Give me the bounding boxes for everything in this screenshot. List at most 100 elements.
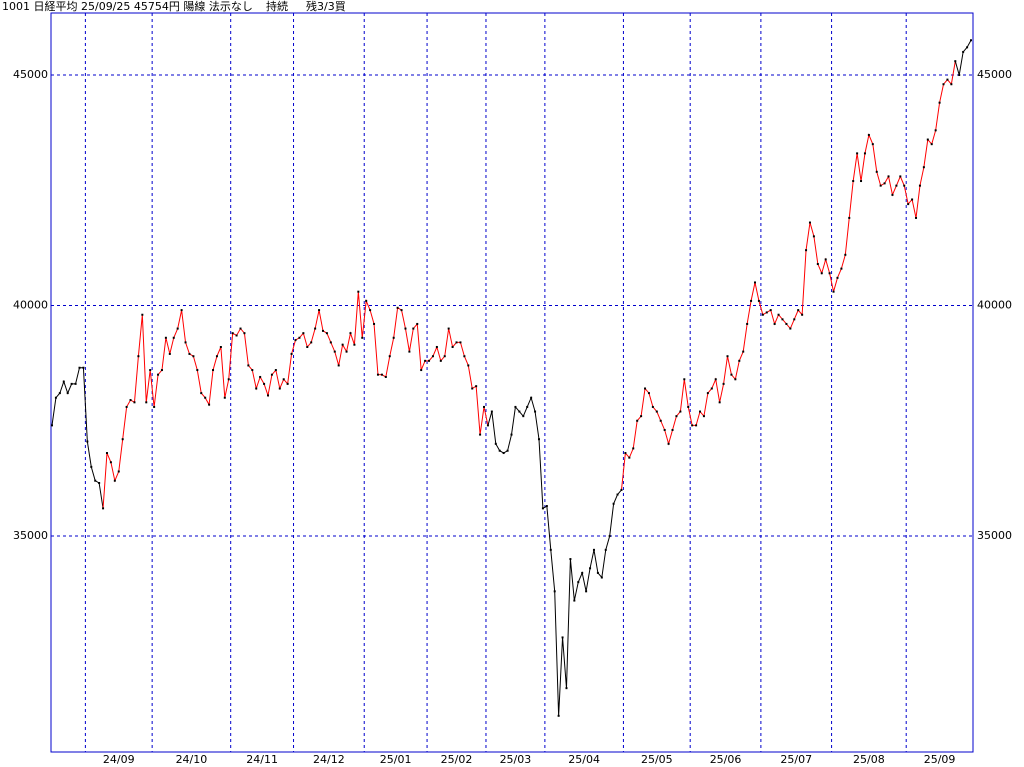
price-point [942, 83, 945, 86]
price-point [62, 380, 65, 383]
y-tick-label-right: 40000 [977, 299, 1012, 312]
price-point [349, 332, 352, 335]
price-point [793, 318, 796, 321]
x-tick-label: 24/09 [103, 753, 135, 766]
price-point [479, 433, 482, 436]
price-point [54, 396, 57, 399]
price-point [812, 235, 815, 238]
price-point [915, 216, 918, 219]
price-point [66, 392, 69, 395]
price-point [852, 180, 855, 183]
price-point [94, 479, 97, 482]
status: 持続 [266, 0, 288, 13]
price-point [879, 184, 882, 187]
price-point [125, 405, 128, 408]
price-point [263, 382, 266, 385]
price-point [644, 387, 647, 390]
price-point [522, 415, 525, 418]
price-point [180, 309, 183, 312]
price-point [820, 272, 823, 275]
price-point [357, 290, 360, 293]
price-point [612, 502, 615, 505]
price-point [274, 369, 277, 372]
price-point [376, 373, 379, 376]
price-point [361, 336, 364, 339]
price-point [439, 359, 442, 362]
price-point [333, 350, 336, 353]
price-point [938, 101, 941, 104]
price-point [534, 410, 537, 413]
price-point [208, 403, 211, 406]
price-point [471, 387, 474, 390]
price-point [109, 461, 112, 464]
price-point [318, 309, 321, 312]
plot-frame [50, 12, 974, 753]
price-point [789, 327, 792, 330]
price-point [428, 359, 431, 362]
price-point [624, 452, 627, 455]
x-tick-label: 25/03 [500, 753, 532, 766]
x-tick-label: 25/01 [380, 753, 412, 766]
price-point [753, 281, 756, 284]
price-point [722, 382, 725, 385]
price-point [270, 373, 273, 376]
price-point [157, 373, 160, 376]
price-point [553, 590, 556, 593]
price-point [895, 184, 898, 187]
price-point [145, 401, 148, 404]
price-point [494, 442, 497, 445]
price-point [596, 571, 599, 574]
price-point [671, 428, 674, 431]
price-point [726, 355, 729, 358]
price-point [82, 366, 85, 369]
price-point [950, 83, 953, 86]
price-point [573, 599, 576, 602]
price-point [777, 313, 780, 316]
price-point [773, 322, 776, 325]
price-point [714, 378, 717, 381]
price-point [769, 309, 772, 312]
price-point [918, 184, 921, 187]
price-point [463, 355, 466, 358]
price-point [608, 535, 611, 538]
price-point [455, 341, 458, 344]
price-point [863, 152, 866, 155]
price-point [227, 378, 230, 381]
price-point [530, 396, 533, 399]
price-point [286, 382, 289, 385]
price-point [467, 364, 470, 367]
price-point [871, 143, 874, 146]
price-point [785, 322, 788, 325]
price-point [797, 309, 800, 312]
price-point [604, 548, 607, 551]
price-point [565, 687, 568, 690]
price-point [907, 203, 910, 206]
price-point [267, 394, 270, 397]
price-point [636, 419, 639, 422]
price-point [310, 341, 313, 344]
price-point [298, 336, 301, 339]
price-point [710, 387, 713, 390]
price-point [282, 378, 285, 381]
price-point [746, 322, 749, 325]
price-point [549, 548, 552, 551]
price-point [738, 359, 741, 362]
price-point [883, 182, 886, 185]
price-point [832, 290, 835, 293]
price-point [447, 327, 450, 330]
price-point [117, 470, 120, 473]
price-point [860, 180, 863, 183]
price-point [184, 341, 187, 344]
price-point [765, 311, 768, 314]
price-point [640, 415, 643, 418]
price-point [667, 442, 670, 445]
price-point [408, 350, 411, 353]
price-point [620, 488, 623, 491]
price-point [655, 410, 658, 413]
price-point [647, 392, 650, 395]
price-point [679, 410, 682, 413]
x-tick-label: 24/10 [176, 753, 208, 766]
y-tick-label: 45000 [13, 68, 48, 81]
price-point [459, 341, 462, 344]
x-tick-label: 25/04 [568, 753, 600, 766]
